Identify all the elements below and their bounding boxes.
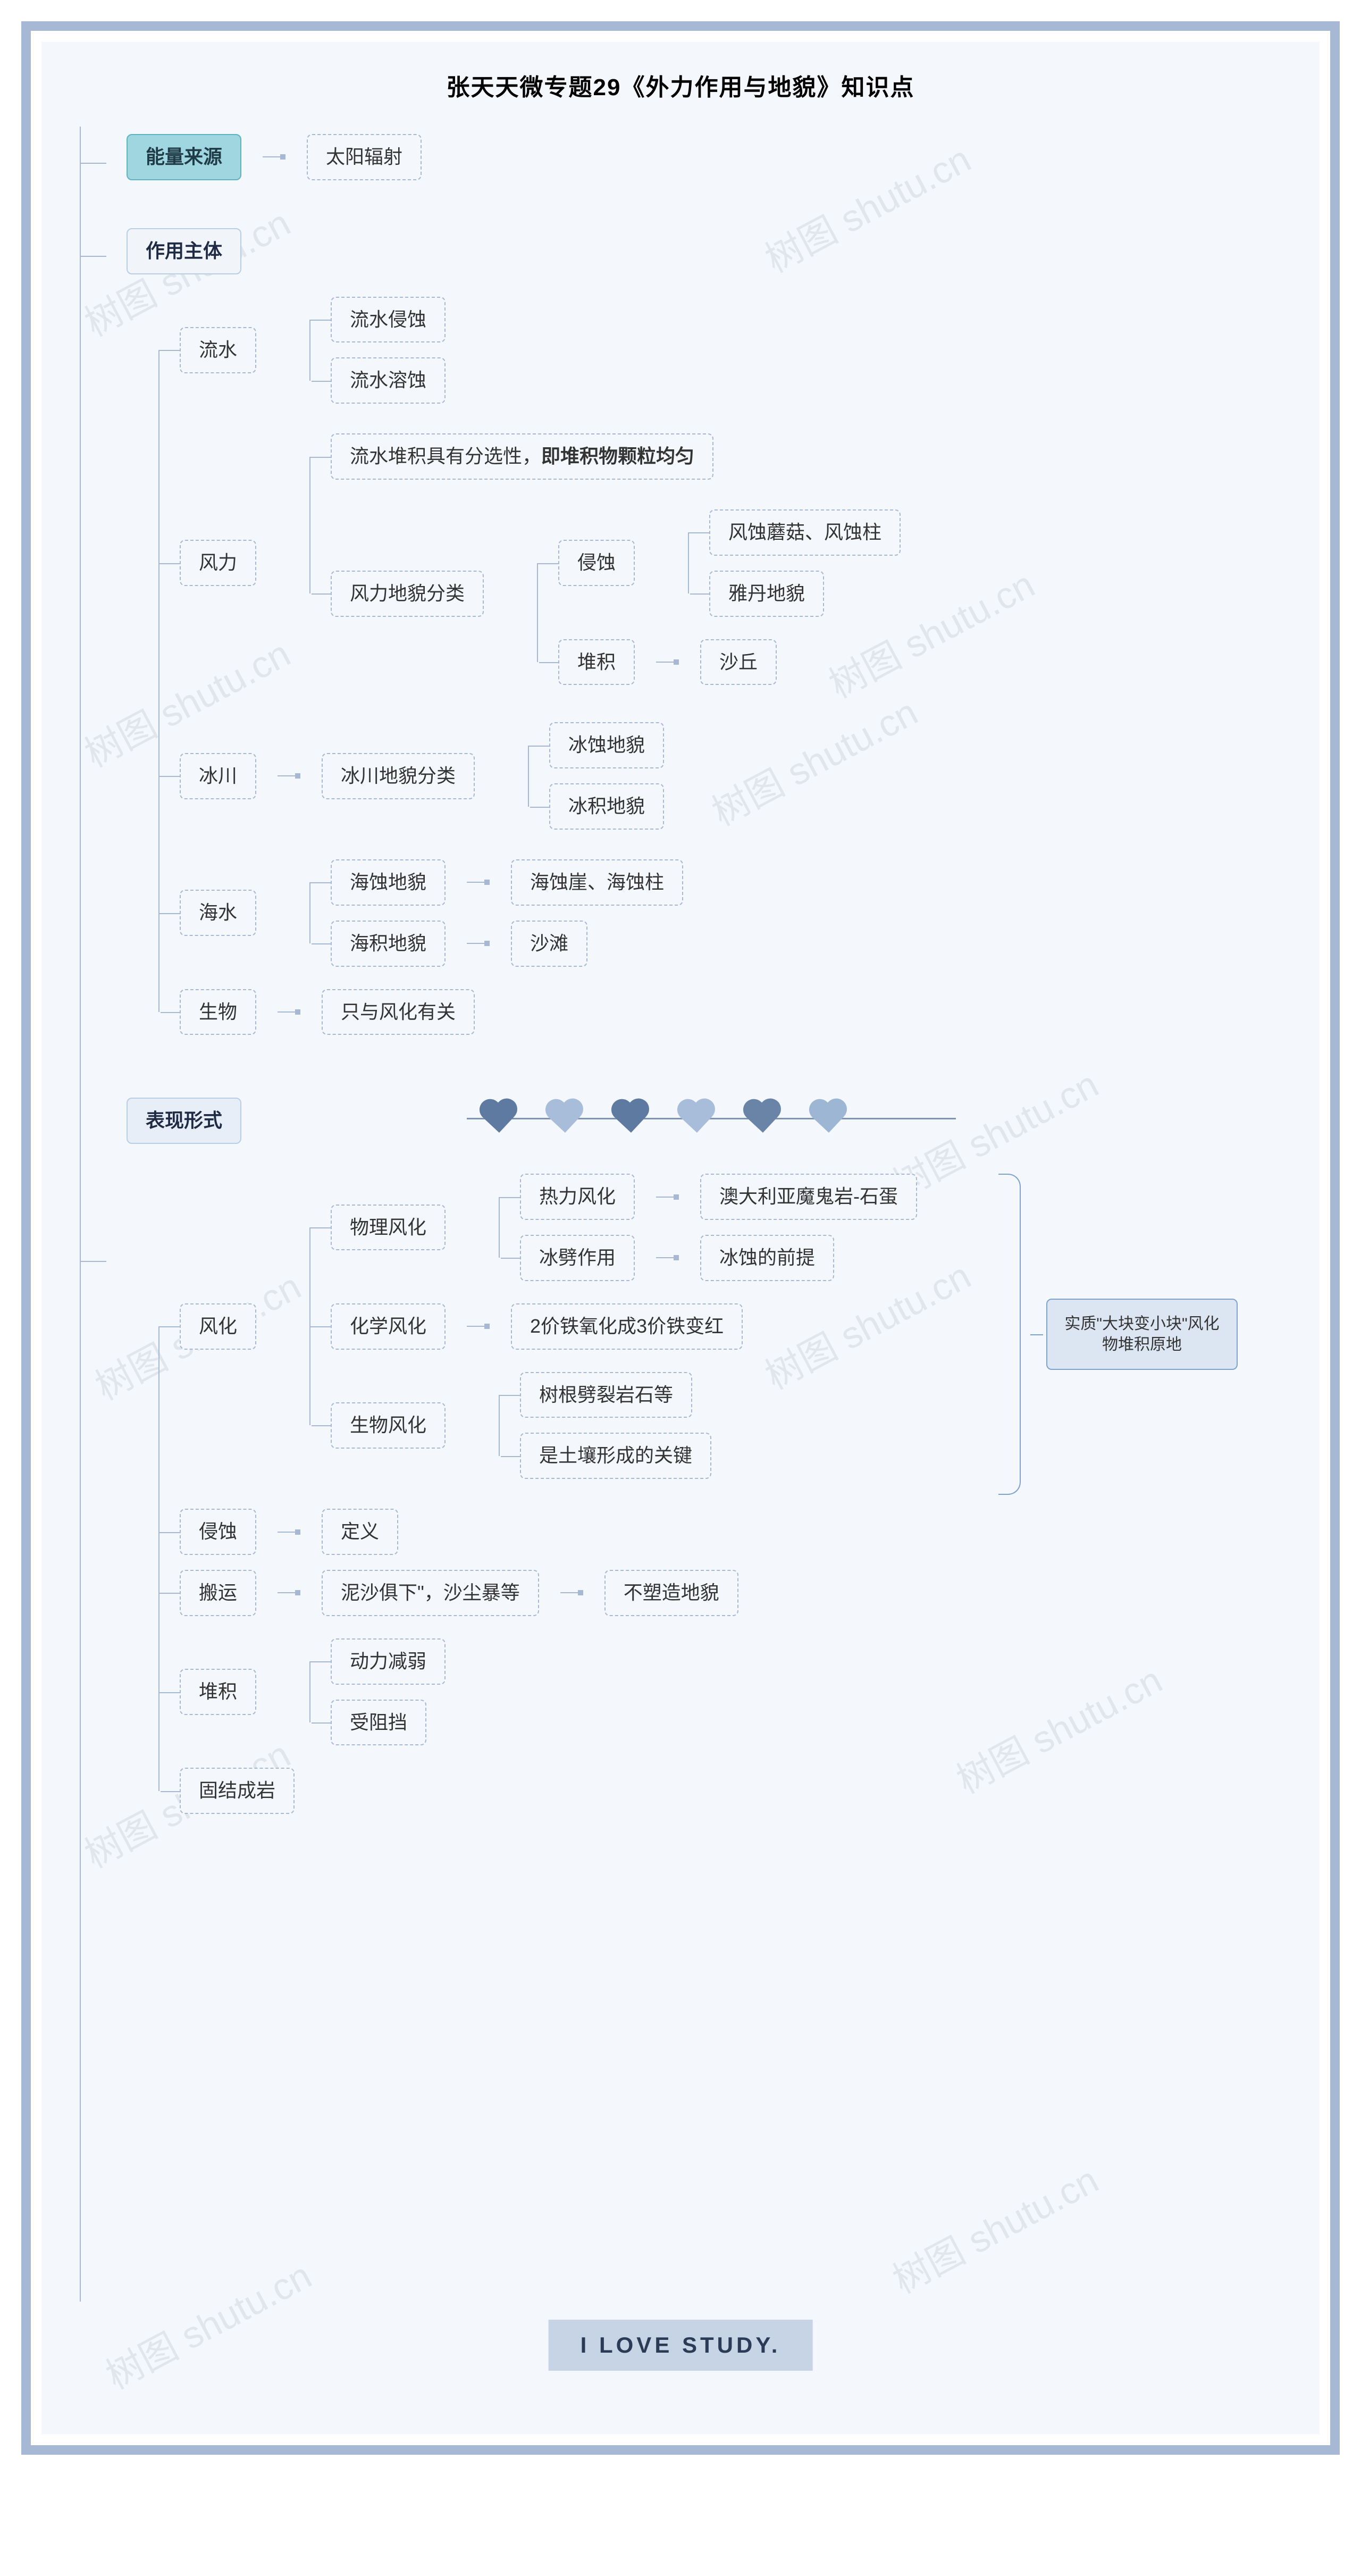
node-lith: 固结成岩 (180, 1768, 295, 1814)
node-energy-child: 太阳辐射 (307, 134, 422, 180)
node-deposit-a: 动力减弱 (331, 1638, 446, 1685)
node-thermal: 热力风化 (520, 1174, 635, 1220)
watermark: 树图 shutu.cn (882, 2151, 1106, 2304)
root-stub (80, 163, 106, 164)
root-stub (80, 1261, 106, 1262)
connector (467, 1324, 490, 1329)
connector (656, 1255, 679, 1260)
node-glacier-b: 冰积地貌 (549, 783, 664, 830)
node-wind-erosion-b: 雅丹地貌 (709, 571, 824, 617)
connector (278, 1009, 300, 1015)
connector (656, 659, 679, 665)
agent-wind: 风力 流水堆积具有分选性，即堆积物颗粒均匀 (180, 419, 1298, 707)
node-biological: 生物风化 (331, 1402, 446, 1449)
node-water: 流水 (180, 327, 256, 373)
agent-sea: 海水 海蚀地貌 海蚀崖、海蚀柱 (180, 844, 1298, 982)
node-biological-a: 树根劈裂岩石等 (520, 1372, 692, 1418)
heart-icon (741, 1099, 782, 1137)
connector (656, 1194, 679, 1200)
heart-icon (543, 1099, 584, 1137)
connector (467, 880, 490, 885)
node-erosion: 侵蚀 (180, 1509, 256, 1555)
text: 流水堆积具有分选性， (350, 445, 541, 467)
node-water-erosion-a: 流水侵蚀 (331, 297, 446, 343)
node-bio: 生物 (180, 989, 256, 1035)
form-deposit: 堆积 动力减弱 受阻挡 (180, 1624, 1298, 1761)
node-deposit: 堆积 (180, 1669, 256, 1715)
node-agents-label: 作用主体 (127, 228, 241, 274)
connector (278, 1590, 300, 1595)
text-bold: 即堆积物颗粒均匀 (541, 445, 694, 467)
node-glacier: 冰川 (180, 753, 256, 799)
inner-panel: 张天天微专题29《外力作用与地貌》知识点 树图 shutu.cn 树图 shut… (41, 41, 1320, 2435)
heart-icon (806, 1099, 848, 1137)
form-transport: 搬运 泥沙俱下"，沙尘暴等 不塑造地貌 (180, 1562, 1298, 1624)
node-deposit-b: 受阻挡 (331, 1700, 426, 1746)
node-forms-label: 表现形式 (127, 1098, 241, 1144)
outer-frame: 张天天微专题29《外力作用与地貌》知识点 树图 shutu.cn 树图 shut… (21, 21, 1340, 2455)
node-icewedge-child: 冰蚀的前提 (700, 1235, 834, 1281)
node-sea: 海水 (180, 890, 256, 936)
node-transport-mid: 泥沙俱下"，沙尘暴等 (322, 1570, 539, 1616)
hearts-row (477, 1100, 847, 1136)
node-sea-deposit: 海积地貌 (331, 921, 446, 967)
form-weathering: 风化 物理风化 (180, 1151, 1298, 1501)
heart-icon (675, 1099, 716, 1137)
node-icewedge: 冰劈作用 (520, 1235, 635, 1281)
node-bio-child: 只与风化有关 (322, 989, 475, 1035)
node-wind: 风力 (180, 540, 256, 586)
branch-energy: 能量来源 太阳辐射 (127, 134, 1298, 180)
branch-forms: 表现形式 (127, 1098, 1298, 1829)
watermark: 树图 shutu.cn (95, 2246, 320, 2399)
page-title: 张天天微专题29《外力作用与地貌》知识点 (63, 68, 1298, 102)
node-wind-erosion-a: 风蚀蘑菇、风蚀柱 (709, 509, 901, 556)
form-erosion: 侵蚀 定义 (180, 1501, 1298, 1562)
connector (278, 773, 300, 779)
node-chemical: 化学风化 (331, 1303, 446, 1350)
node-biological-b: 是土壤形成的关键 (520, 1433, 711, 1479)
agent-bio: 生物 只与风化有关 (180, 982, 1298, 1043)
node-wind-deposit-child: 沙丘 (700, 639, 777, 685)
node-weathering: 风化 (180, 1303, 256, 1350)
node-glacier-class: 冰川地貌分类 (322, 753, 475, 799)
heart-icon (477, 1099, 518, 1137)
node-sea-erosion: 海蚀地貌 (331, 859, 446, 906)
node-glacier-a: 冰蚀地貌 (549, 722, 664, 768)
node-energy-label: 能量来源 (127, 134, 241, 180)
node-chemical-child: 2价铁氧化成3价铁变红 (511, 1303, 743, 1350)
connector (278, 1529, 300, 1535)
branch-agents: 作用主体 流水 流水侵蚀 流水溶蚀 (127, 228, 1298, 1050)
root-stub (80, 256, 106, 257)
connector (467, 941, 490, 946)
node-thermal-child: 澳大利亚魔鬼岩-石蛋 (700, 1174, 917, 1220)
footer-tag: I LOVE STUDY. (549, 2320, 813, 2371)
brace (998, 1169, 1030, 1499)
node-water-erosion-b: 流水溶蚀 (331, 357, 446, 404)
agent-water: 流水 流水侵蚀 流水溶蚀 (180, 282, 1298, 419)
agent-glacier: 冰川 冰川地貌分类 冰蚀地貌 冰积地貌 (180, 707, 1298, 844)
node-wind-class: 风力地貌分类 (331, 571, 484, 617)
node-physical: 物理风化 (331, 1205, 446, 1251)
node-transport: 搬运 (180, 1570, 256, 1616)
node-wind-deposit: 堆积 (558, 639, 635, 685)
node-erosion-child: 定义 (322, 1509, 398, 1555)
node-sea-deposit-child: 沙滩 (511, 921, 587, 967)
root-spine (80, 127, 81, 2302)
heart-icon (609, 1099, 650, 1137)
footer-text: I LOVE STUDY. (581, 2332, 781, 2357)
node-wind-erosion: 侵蚀 (558, 540, 635, 586)
connector (263, 154, 285, 160)
node-transport-tail: 不塑造地貌 (604, 1570, 738, 1616)
node-sea-erosion-child: 海蚀崖、海蚀柱 (511, 859, 683, 906)
node-side-note: 实质"大块变小块"风化物堆积原地 (1046, 1299, 1238, 1370)
side-note: 实质"大块变小块"风化物堆积原地 (998, 1169, 1238, 1499)
connector (560, 1590, 583, 1595)
form-lith: 固结成岩 (180, 1760, 1298, 1821)
node-wind-note: 流水堆积具有分选性，即堆积物颗粒均匀 (331, 433, 713, 480)
